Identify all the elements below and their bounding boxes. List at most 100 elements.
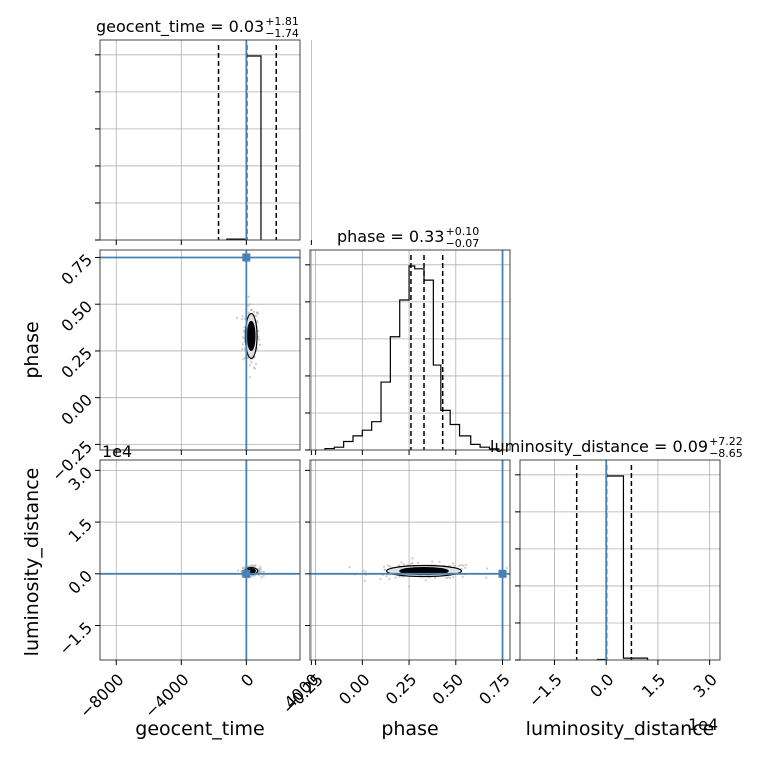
- contour-inner: [246, 320, 256, 352]
- title-upper-error: +1.81: [265, 15, 299, 28]
- sample-point: [254, 362, 258, 365]
- sample-point: [424, 579, 427, 582]
- sample-point: [387, 564, 390, 567]
- sample-point: [457, 564, 461, 568]
- sample-point: [256, 311, 259, 314]
- y-tick-label: 0.50: [57, 297, 96, 336]
- panel-frame: [309, 459, 511, 661]
- panel-content: [100, 250, 300, 450]
- sample-point: [249, 308, 253, 311]
- sample-point: [240, 570, 243, 573]
- sample-point: [253, 367, 257, 370]
- y-axis-label-phase: phase: [21, 321, 43, 378]
- sample-point: [402, 563, 405, 566]
- sample-point: [248, 303, 251, 306]
- sample-point: [247, 295, 250, 298]
- sample-point: [461, 575, 464, 579]
- sample-point: [438, 560, 441, 563]
- sample-point: [248, 364, 251, 367]
- title-phase: phase = 0.33: [337, 227, 444, 246]
- sample-point: [362, 569, 365, 572]
- panel-frame: [309, 249, 511, 451]
- sample-point: [383, 568, 386, 571]
- x-tick-label: −1.5: [525, 670, 566, 711]
- y-offset-text: 1e4: [102, 442, 132, 461]
- sample-point: [251, 565, 254, 568]
- x-tick-label: −8000: [76, 670, 128, 722]
- x-tick-label: 0.50: [428, 670, 467, 709]
- sample-point: [247, 311, 251, 314]
- sample-point: [453, 564, 456, 568]
- histogram-luminosity_distance: [596, 475, 649, 660]
- sample-point: [460, 567, 463, 570]
- sample-point: [411, 561, 414, 564]
- sample-point: [260, 576, 263, 579]
- sample-point: [243, 337, 246, 340]
- title-upper-error: +7.22: [709, 435, 743, 448]
- sample-point: [247, 304, 250, 307]
- sample-point: [240, 318, 243, 321]
- sample-point: [250, 361, 253, 364]
- sample-point: [241, 348, 244, 351]
- sample-point: [379, 577, 382, 581]
- sample-point: [385, 575, 388, 578]
- panel-geocent_time-vs-phase: [95, 249, 312, 455]
- x-tick-label: 3.0: [690, 670, 721, 701]
- sample-point: [462, 564, 465, 567]
- sample-point: [445, 576, 448, 580]
- panel-frame: [99, 39, 301, 241]
- y-tick-label: 0.25: [57, 344, 96, 383]
- panel-geocent_time-vs-luminosity_distance: [95, 459, 312, 665]
- sample-point: [388, 577, 391, 581]
- panel-content: [575, 460, 649, 660]
- sample-point: [505, 566, 508, 570]
- sample-point: [382, 565, 386, 568]
- histogram-phase: [324, 265, 500, 450]
- sample-point: [388, 565, 392, 568]
- sample-point: [407, 585, 411, 588]
- y-axis-label-luminosity-distance: luminosity_distance: [21, 468, 43, 657]
- sample-point: [452, 575, 455, 579]
- title-lower-error: −0.07: [445, 237, 479, 250]
- y-tick-label: 1.5: [65, 515, 96, 546]
- sample-point: [243, 356, 246, 360]
- sample-point: [431, 560, 434, 563]
- sample-point: [464, 563, 467, 567]
- sample-point: [452, 562, 455, 565]
- sample-point: [416, 561, 420, 564]
- x-axis-label-geocent_time: geocent_time: [135, 718, 264, 740]
- sample-point: [243, 325, 246, 329]
- sample-point: [243, 329, 246, 332]
- y-tick-label: 0.0: [65, 566, 96, 597]
- x-offset-text: 1e4: [688, 715, 718, 734]
- sample-point: [235, 316, 239, 319]
- sample-point: [252, 310, 255, 313]
- truth-marker: [242, 569, 251, 578]
- x-tick-label: 0.0: [586, 670, 617, 701]
- sample-point: [411, 557, 414, 560]
- panel-frame: [99, 249, 301, 451]
- sample-point: [256, 320, 259, 323]
- y-tick-label: −1.5: [55, 618, 96, 659]
- sample-point: [398, 575, 401, 578]
- sample-point: [464, 566, 467, 569]
- sample-point: [485, 567, 489, 570]
- sample-point: [242, 566, 245, 570]
- title-lower-error: −8.65: [709, 447, 743, 460]
- sample-point: [364, 570, 367, 573]
- title-luminosity_distance: luminosity_distance = 0.09: [490, 437, 708, 457]
- x-tick-label: 0.00: [335, 670, 374, 709]
- panel-phase-vs-luminosity_distance: [305, 459, 511, 665]
- truth-marker: [498, 569, 507, 578]
- sample-point: [241, 343, 244, 346]
- x-tick-label: 0.25: [382, 670, 421, 709]
- x-tick-label: −4000: [141, 670, 193, 722]
- sample-point: [257, 329, 260, 333]
- panel-content: [217, 40, 278, 240]
- sample-point: [241, 315, 244, 318]
- x-tick-label: 0: [237, 670, 258, 691]
- panel-luminosity_distance-hist: [515, 459, 721, 665]
- sample-point: [262, 570, 265, 573]
- y-tick-label: 0.00: [57, 390, 96, 429]
